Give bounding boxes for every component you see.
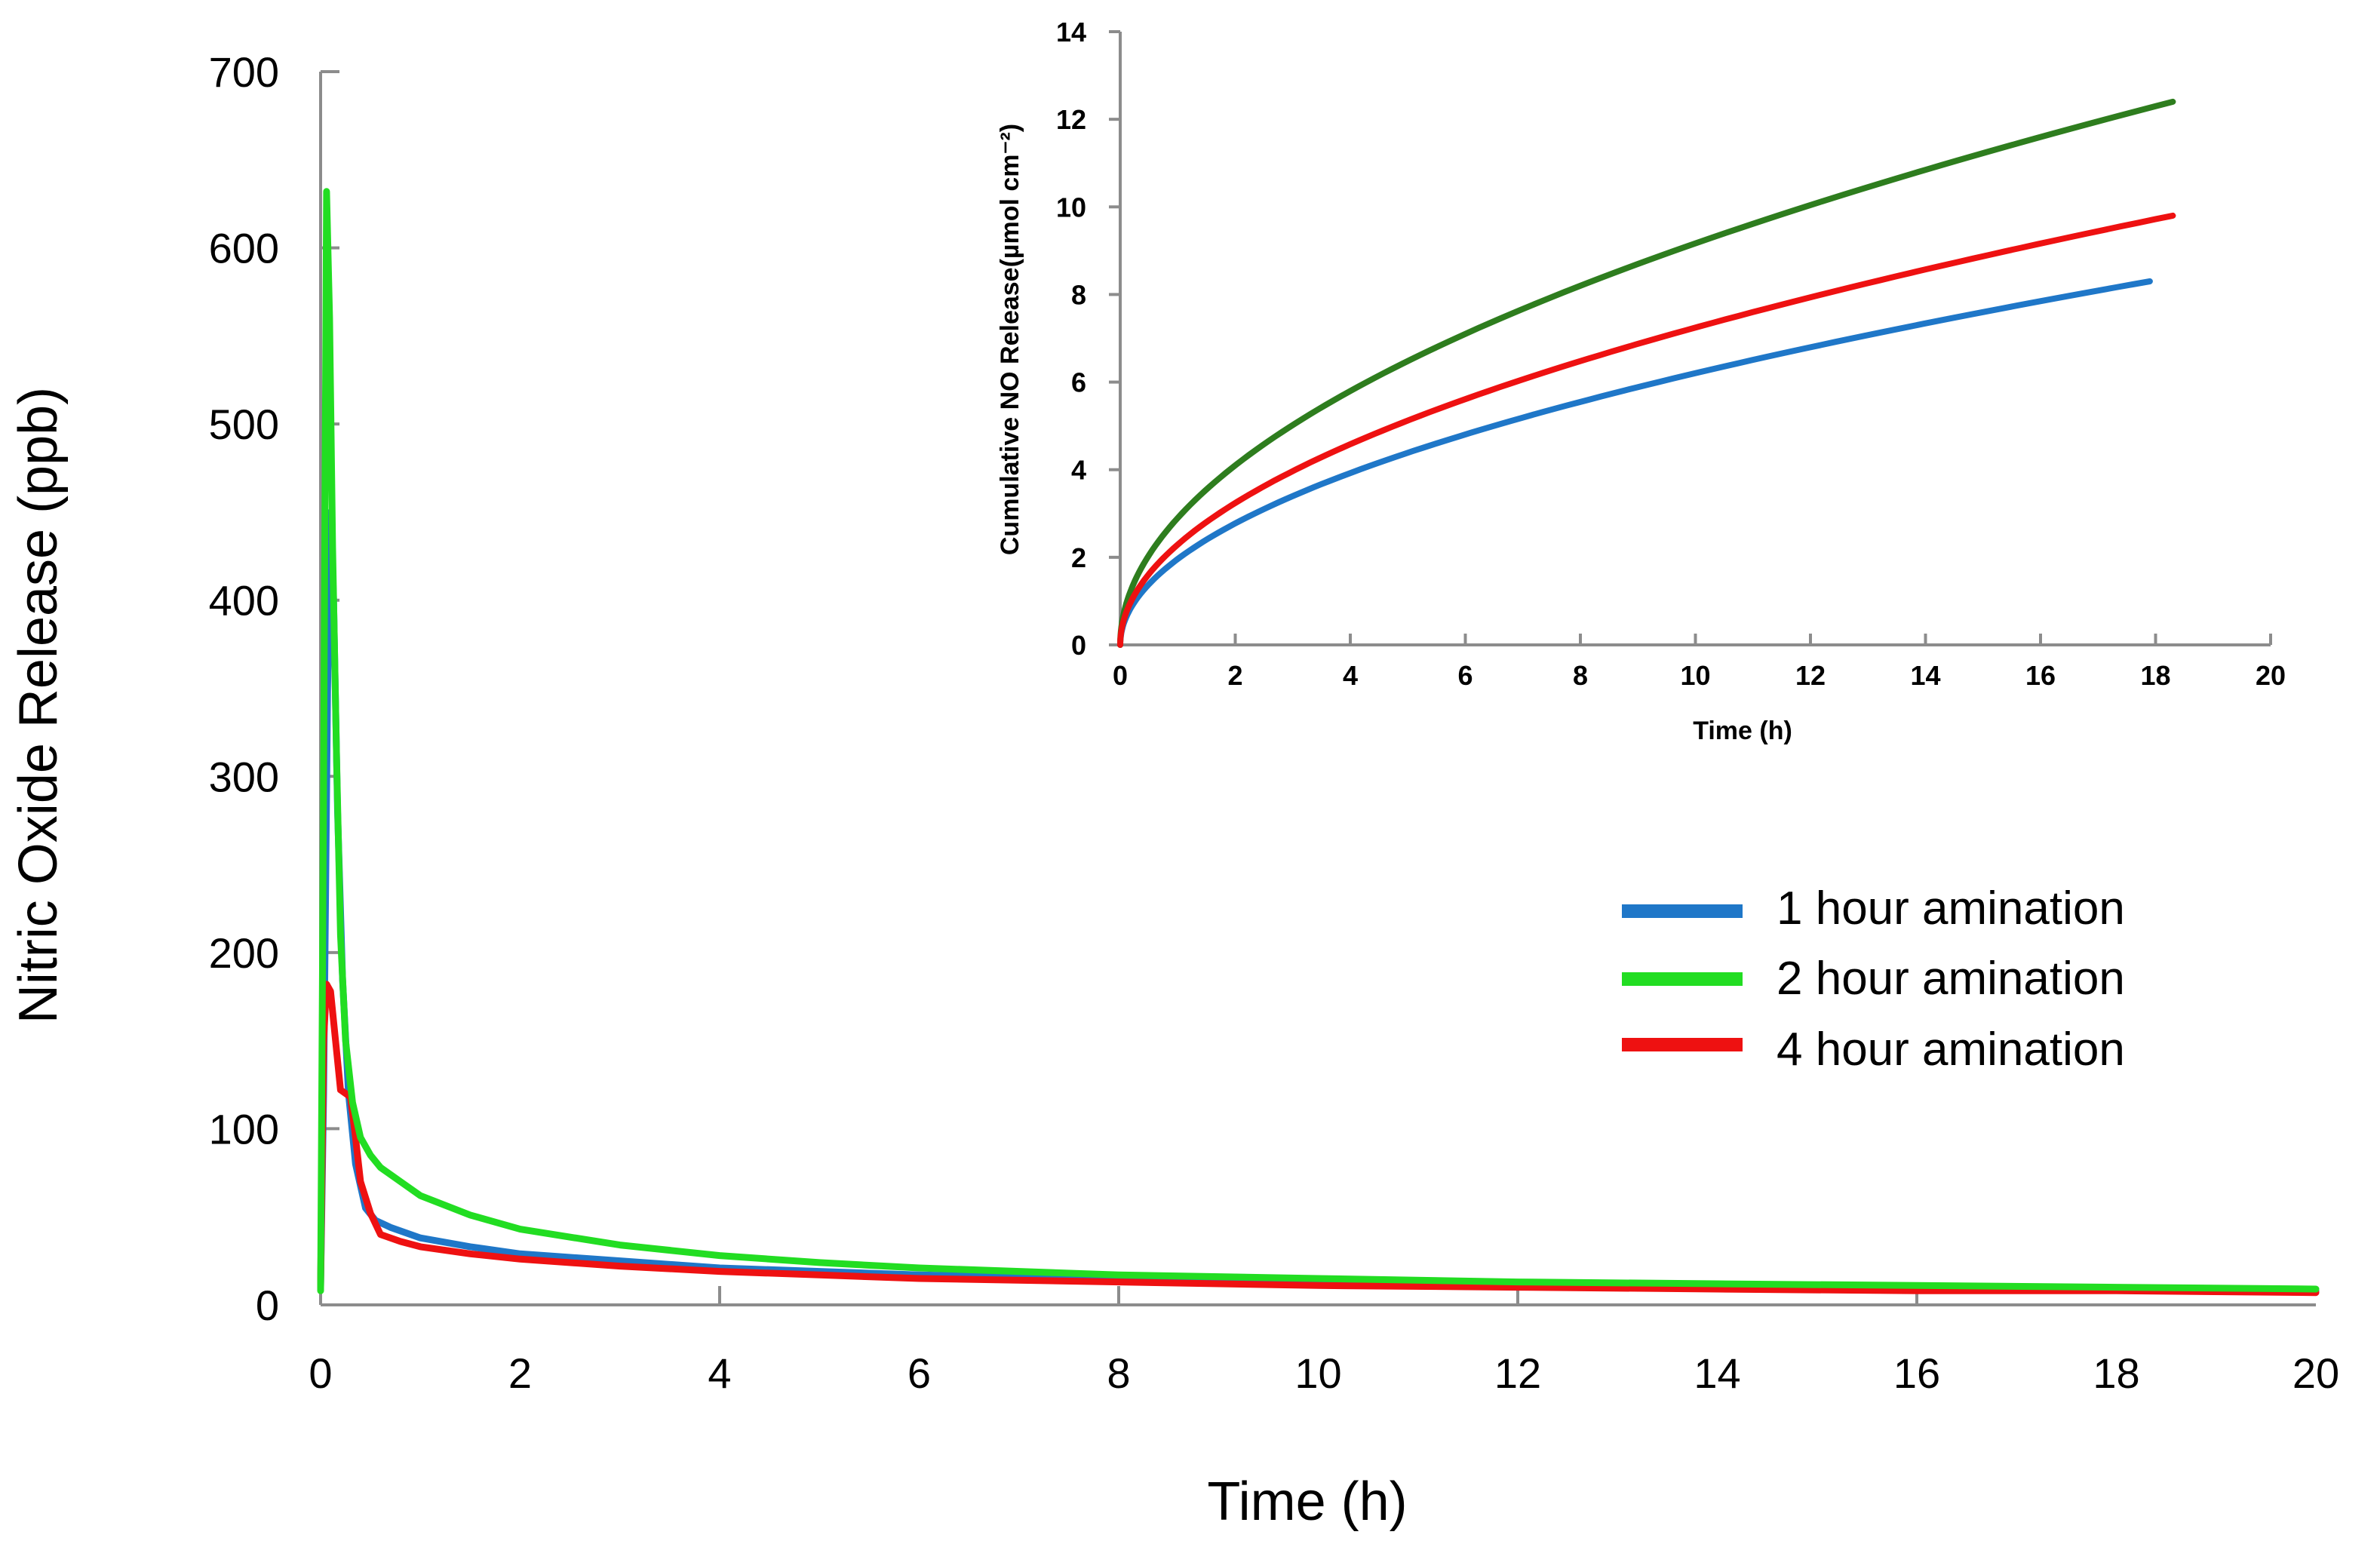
main-x-tick-label: 18 (2093, 1349, 2139, 1397)
inset-series-line-2 (1117, 98, 2176, 648)
main-axes (319, 72, 2316, 1306)
inset-x-tick-label: 8 (1573, 660, 1588, 691)
inset-y-axis-label: Cumulative NO Release(µmol cm⁻²) (996, 124, 1024, 555)
main-x-tick-label: 20 (2292, 1349, 2339, 1397)
legend-label-2: 2 hour amination (1777, 953, 2125, 1005)
main-series (317, 188, 2320, 1297)
main-x-axis-label: Time (h) (1207, 1472, 1407, 1532)
main-y-tick-label: 200 (209, 929, 279, 977)
main-x-tick-label: 2 (508, 1349, 532, 1397)
inset-series (1117, 98, 2176, 648)
main-series-line-2 (317, 188, 2320, 1294)
inset-y-tick-label: 10 (1056, 192, 1086, 223)
main-y-tick-label: 700 (209, 48, 279, 96)
inset-x-tick-label: 2 (1227, 660, 1242, 691)
inset-chart: Cumulative NO Release(µmol cm⁻²) Time (h… (996, 17, 2286, 745)
main-y-axis-label: Nitric Oxide Release (ppb) (8, 387, 69, 1024)
legend: 1 hour amination 2 hour amination 4 hour… (1622, 883, 2125, 1076)
inset-y-tick-label: 2 (1071, 542, 1086, 573)
inset-x-axis-label: Time (h) (1693, 717, 1792, 745)
inset-series-line-3 (1117, 212, 2176, 648)
main-x-tick-label: 10 (1294, 1349, 1341, 1397)
main-x-tick-label: 4 (708, 1349, 731, 1397)
inset-series-line-1 (1117, 278, 2153, 648)
main-y-tick-label: 600 (209, 225, 279, 272)
main-x-tick-label: 6 (907, 1349, 931, 1397)
main-series-line-3 (317, 981, 2320, 1297)
main-y-tick-label: 500 (209, 401, 279, 448)
legend-label-3: 4 hour amination (1777, 1024, 2125, 1076)
main-y-tick-label: 400 (209, 577, 279, 625)
main-y-tick-label: 100 (209, 1105, 279, 1153)
inset-x-tick-label: 18 (2140, 660, 2170, 691)
inset-y-tick-label: 6 (1071, 367, 1086, 398)
inset-y-tick-label: 0 (1071, 630, 1086, 661)
legend-label-1: 1 hour amination (1777, 883, 2125, 935)
inset-y-tick-label: 8 (1071, 279, 1086, 310)
main-x-tick-label: 16 (1893, 1349, 1940, 1397)
inset-y-tick-label: 14 (1056, 17, 1086, 48)
inset-x-tick-label: 4 (1343, 660, 1358, 691)
main-y-tick-label: 300 (209, 753, 279, 800)
main-y-tick-label: 0 (256, 1282, 279, 1329)
main-x-tick-label: 12 (1494, 1349, 1541, 1397)
main-chart: Nitric Oxide Release (ppb) Time (h) 0100… (8, 48, 2339, 1532)
main-x-tick-label: 8 (1107, 1349, 1130, 1397)
inset-x-tick-label: 6 (1457, 660, 1473, 691)
inset-x-tick-label: 16 (2025, 660, 2056, 691)
inset-x-tick-label: 20 (2256, 660, 2286, 691)
inset-x-tick-label: 10 (1680, 660, 1710, 691)
inset-y-tick-label: 12 (1056, 104, 1086, 135)
inset-x-tick-label: 0 (1113, 660, 1128, 691)
inset-y-tick-label: 4 (1071, 455, 1086, 486)
inset-x-tick-label: 12 (1795, 660, 1826, 691)
inset-x-tick-label: 14 (1910, 660, 1940, 691)
main-x-tick-label: 0 (309, 1349, 332, 1397)
inset-ticks: 0 2 4 6 8 10 12 14 0 2 4 6 8 10 12 14 16 18 20 (1056, 17, 2286, 691)
main-x-tick-label: 14 (1694, 1349, 1740, 1397)
